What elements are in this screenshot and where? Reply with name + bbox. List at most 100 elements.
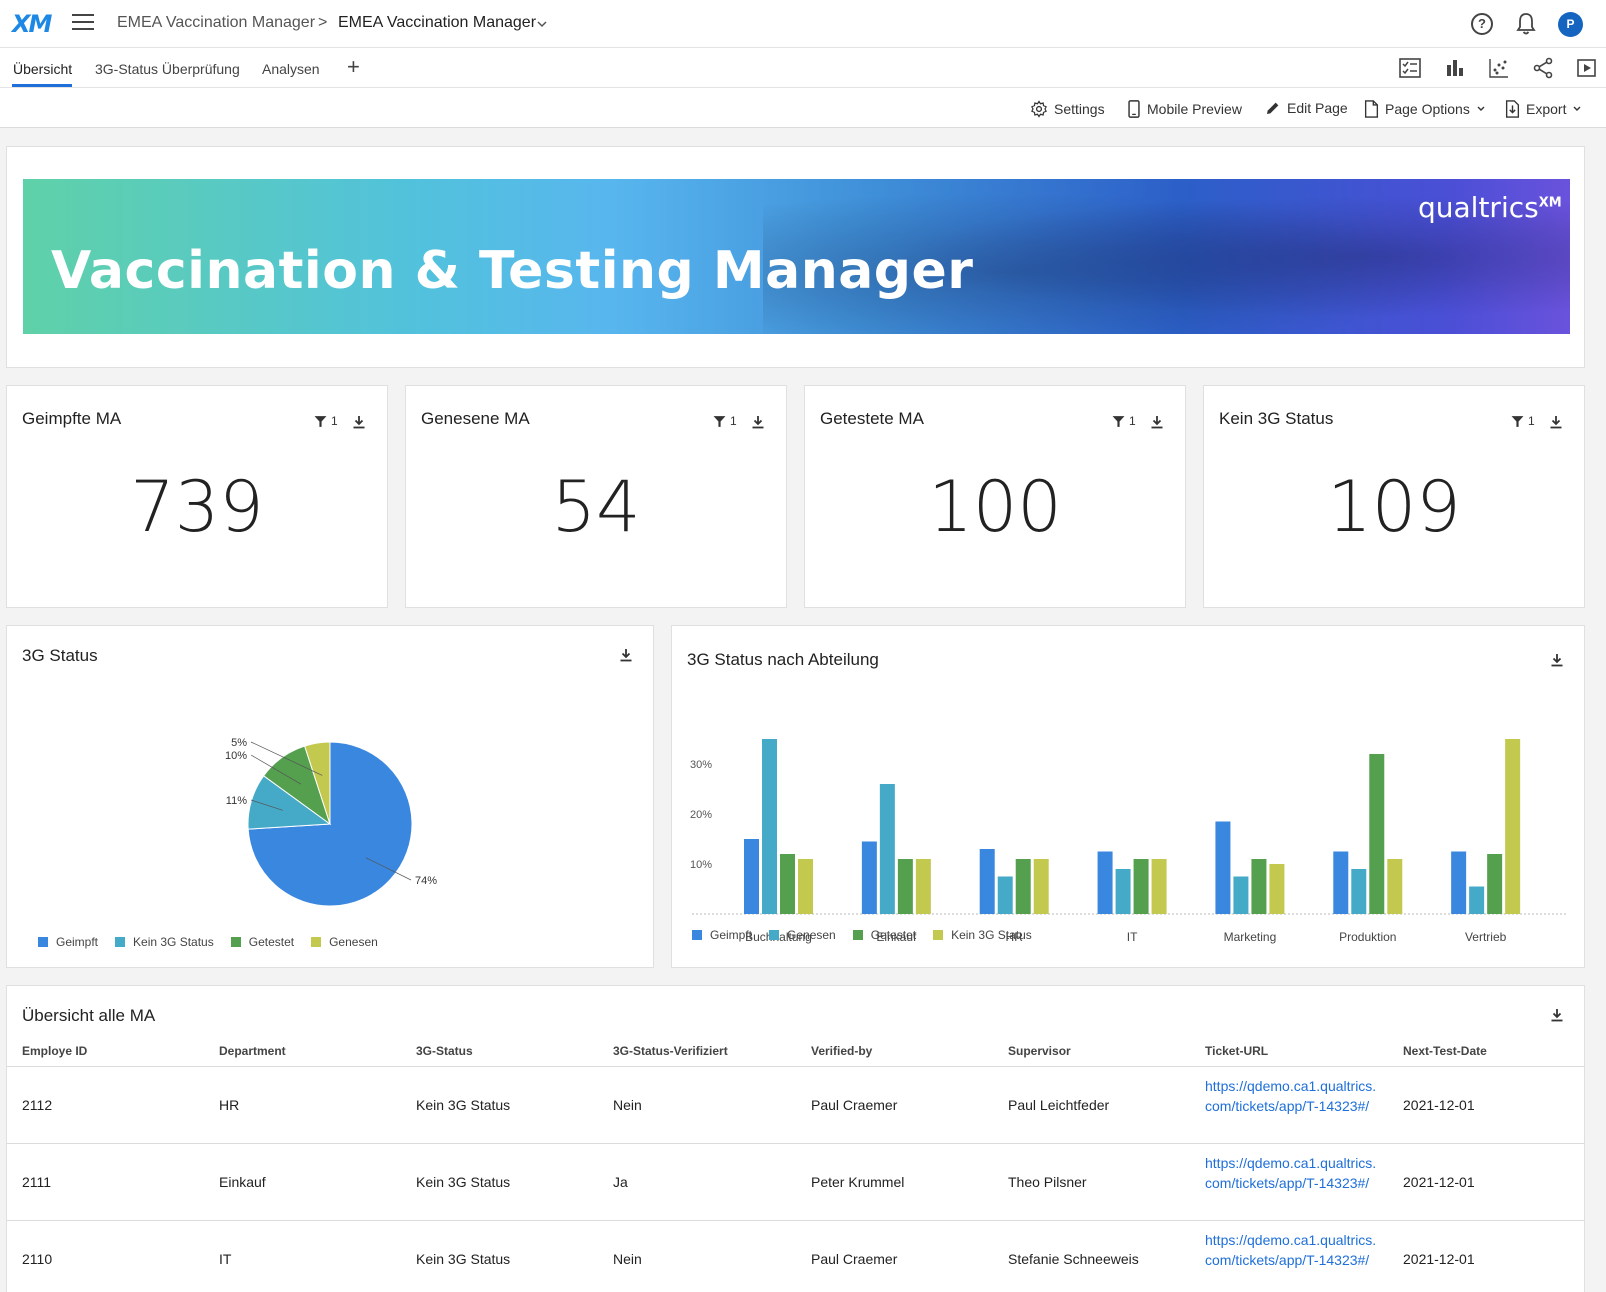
bar[interactable] (1251, 859, 1267, 914)
column-header-3g-status[interactable]: 3G-Status (416, 1044, 473, 1058)
bar[interactable] (1469, 886, 1485, 915)
chevron-down-icon[interactable] (536, 18, 548, 30)
bar[interactable] (897, 859, 913, 914)
kpi-value: 54 (551, 466, 641, 548)
bar[interactable] (1369, 754, 1385, 914)
bar-chart: 10%20%30%BuchhaltungEinkaufHRITMarketing… (690, 739, 1567, 944)
bar[interactable] (798, 859, 813, 914)
kpi-card-genesene: Genesene MA 1 54 (405, 385, 787, 608)
ticket-link[interactable]: https://qdemo.ca1.qualtrics.com/tickets/… (1205, 1155, 1377, 1191)
bar-chart-icon[interactable] (1443, 56, 1467, 80)
bar[interactable] (1351, 869, 1367, 914)
column-header-ticket-url[interactable]: Ticket-URL (1205, 1044, 1269, 1058)
bar[interactable] (1215, 821, 1231, 915)
chevron-down-icon (1477, 106, 1485, 111)
bar[interactable] (780, 854, 795, 914)
breadcrumb-project[interactable]: EMEA Vaccination Manager (117, 14, 316, 31)
bar[interactable] (762, 739, 777, 914)
pie-legend: Geimpft Kein 3G Status Getestet Genesen (38, 935, 395, 949)
filter-button[interactable]: 1 (314, 414, 338, 428)
bar[interactable] (1505, 739, 1521, 914)
download-icon[interactable] (619, 648, 633, 662)
legend-item[interactable]: Geimpft (38, 935, 98, 949)
legend-swatch (230, 937, 241, 947)
bar[interactable] (1015, 859, 1031, 914)
column-header-employe-id[interactable]: Employe ID (22, 1044, 88, 1058)
mobile-preview-button[interactable]: Mobile Preview (1127, 100, 1242, 118)
download-icon[interactable] (1550, 1008, 1564, 1022)
tab-analysen[interactable]: Analysen (262, 61, 320, 77)
bar[interactable] (997, 876, 1013, 915)
legend-item[interactable]: Geimpft (692, 928, 752, 942)
settings-button[interactable]: Settings (1030, 100, 1105, 118)
filter-button[interactable]: 1 (713, 414, 737, 428)
legend-swatch (311, 937, 322, 947)
download-icon[interactable] (1549, 415, 1563, 429)
legend-item[interactable]: Getestet (230, 935, 294, 949)
legend-item[interactable]: Kein 3G Status (933, 928, 1032, 942)
mobile-phone-icon (1128, 100, 1140, 118)
scatter-plot-icon[interactable] (1487, 56, 1511, 80)
column-header-verified-by[interactable]: Verified-by (811, 1044, 873, 1058)
qualtrics-logo: qualtricsXM (1418, 191, 1562, 224)
ticket-link[interactable]: https://qdemo.ca1.qualtrics.com/tickets/… (1205, 1078, 1377, 1114)
kpi-title: Geimpfte MA (22, 409, 122, 428)
bar[interactable] (1487, 854, 1503, 914)
banner-widget: Vaccination & Testing Manager qualtricsX… (6, 146, 1585, 368)
action-bar: Settings Mobile Preview Edit Page Page O… (0, 88, 1606, 128)
avatar[interactable]: P (1558, 12, 1583, 37)
filter-count: 1 (730, 414, 737, 428)
legend-item[interactable]: Genesen (769, 928, 836, 942)
bar[interactable] (1033, 859, 1049, 914)
breadcrumb-dashboard[interactable]: EMEA Vaccination Manager (338, 14, 537, 31)
export-button[interactable]: Export (1505, 100, 1582, 118)
cell-supervisor: Stefanie Schneeweis (1008, 1251, 1139, 1267)
bar[interactable] (1333, 851, 1349, 915)
add-tab-icon[interactable]: + (347, 54, 360, 79)
legend-item[interactable]: Kein 3G Status (115, 935, 214, 949)
column-header-next-test-date[interactable]: Next-Test-Date (1403, 1044, 1487, 1058)
tab-ubersicht[interactable]: Übersicht (13, 61, 73, 77)
cell-verifiziert: Ja (613, 1174, 628, 1190)
checklist-icon[interactable] (1398, 56, 1422, 80)
ticket-link[interactable]: https://qdemo.ca1.qualtrics.com/tickets/… (1205, 1232, 1377, 1268)
legend-item[interactable]: Genesen (311, 935, 378, 949)
bar[interactable] (1151, 859, 1167, 914)
page-options-button[interactable]: Page Options (1364, 100, 1486, 118)
export-icon (1505, 100, 1520, 118)
filter-button[interactable]: 1 (1511, 414, 1535, 428)
column-header-3g-status-verifiziert[interactable]: 3G-Status-Verifiziert (613, 1044, 728, 1058)
download-icon[interactable] (1550, 653, 1564, 667)
bar[interactable] (915, 859, 931, 914)
bar[interactable] (744, 839, 759, 914)
bar[interactable] (1387, 859, 1403, 914)
legend-item[interactable]: Getestet (852, 928, 916, 942)
column-header-supervisor[interactable]: Supervisor (1008, 1044, 1071, 1058)
download-icon[interactable] (751, 415, 765, 429)
cell-verified-by: Paul Craemer (811, 1097, 898, 1113)
bar[interactable] (861, 841, 877, 915)
filter-button[interactable]: 1 (1112, 414, 1136, 428)
bell-icon[interactable] (1515, 12, 1537, 36)
help-icon[interactable]: ? (1471, 13, 1493, 35)
edit-page-button[interactable]: Edit Page (1265, 100, 1348, 116)
share-icon[interactable] (1531, 56, 1555, 80)
xm-logo[interactable]: XM (12, 10, 52, 38)
download-icon[interactable] (352, 415, 366, 429)
bar[interactable] (979, 849, 995, 914)
present-icon[interactable] (1575, 56, 1599, 80)
bar[interactable] (1269, 864, 1285, 914)
y-tick-label: 30% (690, 759, 712, 771)
column-header-department[interactable]: Department (219, 1044, 286, 1058)
bar[interactable] (1133, 859, 1149, 914)
hamburger-menu-icon[interactable] (72, 14, 94, 32)
pie-slice[interactable] (304, 741, 331, 825)
bar[interactable] (1233, 876, 1249, 915)
legend-swatch (115, 937, 126, 947)
download-icon[interactable] (1150, 415, 1164, 429)
tab-3g-status-uberprufung[interactable]: 3G-Status Überprüfung (95, 61, 240, 77)
bar[interactable] (1451, 851, 1467, 915)
bar[interactable] (1115, 869, 1131, 914)
bar[interactable] (879, 784, 895, 914)
bar[interactable] (1097, 851, 1113, 915)
